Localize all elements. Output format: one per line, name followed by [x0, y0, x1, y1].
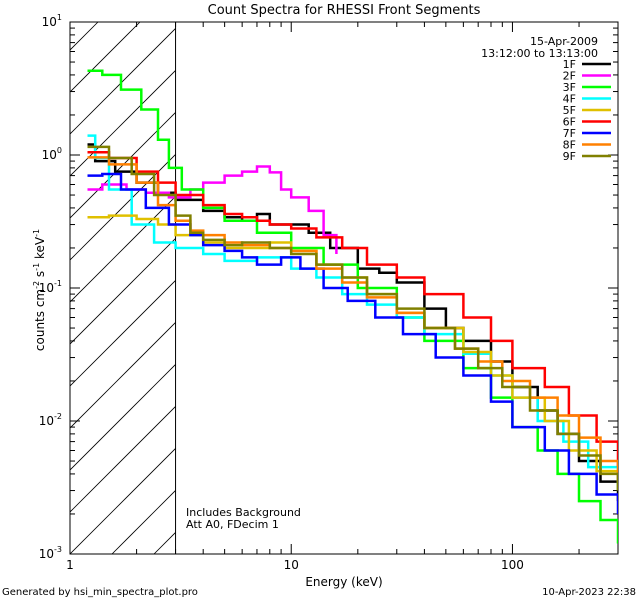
- y-tick-label: 10-1: [39, 279, 62, 295]
- legend-label-9F: 9F: [563, 150, 576, 163]
- legend-label-3F: 3F: [563, 81, 576, 94]
- hatch-line: [70, 69, 176, 177]
- annotation-attenuator: Att A0, FDecim 1: [186, 518, 279, 531]
- series-line-3F: [87, 69, 618, 544]
- series-line-6F: [87, 150, 618, 468]
- hatch-line: [70, 279, 176, 387]
- y-tick-label: 101: [42, 13, 62, 29]
- hatch-line: [70, 195, 176, 303]
- x-tick-label: 10: [284, 558, 299, 572]
- legend-label-5F: 5F: [563, 104, 576, 117]
- legend-label-4F: 4F: [563, 93, 576, 106]
- y-label-kev: keV: [33, 236, 47, 263]
- hatch-line: [70, 27, 176, 135]
- x-axis-label: Energy (keV): [305, 575, 382, 589]
- y-axis-label: counts cm-2 s-1 keV-1: [32, 229, 47, 351]
- hatched-region: [70, 22, 640, 554]
- axis-ticks: [69, 21, 619, 555]
- generated-by-label: Generated by hsi_min_spectra_plot.pro: [2, 587, 198, 598]
- y-label-counts: counts cm: [33, 289, 47, 351]
- y-label-exp1: -2: [32, 281, 41, 289]
- date-label: 15-Apr-2009: [530, 35, 598, 48]
- annotation-background: Includes Background: [186, 506, 301, 519]
- y-tick-label: 10-2: [39, 412, 62, 428]
- x-tick-label: 1: [66, 558, 74, 572]
- series-line-9F: [87, 145, 618, 491]
- chart-title: Count Spectra for RHESSI Front Segments: [208, 3, 481, 18]
- hatch-line: [70, 237, 176, 345]
- y-tick-label: 100: [42, 146, 62, 162]
- hatch-line: [70, 447, 176, 554]
- hatch-line: [616, 22, 640, 554]
- hatch-line: [70, 405, 176, 513]
- legend-label-2F: 2F: [563, 70, 576, 83]
- series-group: [87, 69, 618, 544]
- y-label-s: s: [33, 271, 47, 281]
- y-label-exp2: -1: [32, 263, 41, 271]
- x-tick-label: 100: [501, 558, 524, 572]
- hatch-line: [70, 363, 176, 471]
- y-tick-labels: 101 100 10-1 10-2 10-3: [39, 13, 62, 561]
- y-tick-label: 10-3: [39, 545, 62, 561]
- x-tick-labels: 1 10 100: [66, 558, 524, 572]
- time-range-label: 13:12:00 to 13:13:00: [481, 47, 598, 60]
- hatch-line: [364, 22, 640, 554]
- timestamp-label: 10-Apr-2023 22:38: [542, 587, 636, 598]
- y-label-exp3: -1: [32, 229, 41, 237]
- legend-label-1F: 1F: [563, 58, 576, 71]
- legend-label-6F: 6F: [563, 116, 576, 129]
- legend-label-8F: 8F: [563, 139, 576, 152]
- legend-label-7F: 7F: [563, 127, 576, 140]
